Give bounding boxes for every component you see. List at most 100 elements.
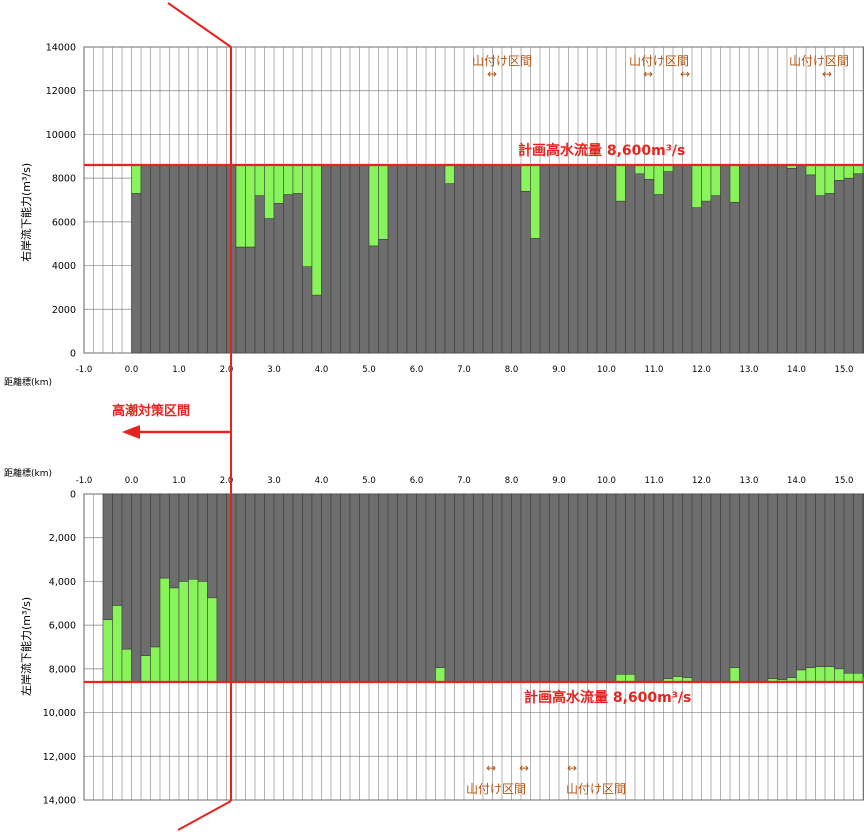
top-x-axis-title: 距離標(km): [4, 378, 53, 388]
x-tick-label: 2.0: [220, 476, 234, 486]
capacity-bar: [444, 493, 455, 683]
y-tick-label: 4,000: [49, 577, 76, 588]
y-tick-label: 0: [70, 490, 76, 501]
capacity-bar: [625, 164, 636, 354]
shortfall-bar: [292, 164, 303, 194]
x-tick-label: 15.0: [835, 476, 854, 486]
capacity-bar: [273, 493, 284, 683]
top-chart-right-bank: 0 2000 4000 6000 8000 10000 12000 14000 -1.0 0.0 1…: [46, 43, 864, 375]
capacity-bar: [302, 266, 313, 354]
capacity-bar: [568, 164, 579, 354]
capacity-bar: [606, 164, 617, 354]
capacity-bar: [454, 493, 465, 683]
capacity-bar: [758, 164, 769, 354]
bottom-x-axis-title: 距離標(km): [4, 469, 53, 479]
capacity-bar: [748, 164, 759, 354]
bottom-chart-left-bank: 0 2,000 4,000 6,000 8,000 10,000 12,000 14,000 -…: [43, 476, 864, 807]
capacity-bar: [520, 493, 531, 683]
capacity-bar: [758, 493, 769, 683]
capacity-bar: [710, 195, 721, 354]
capacity-bar: [254, 493, 265, 683]
shortfall-bar: [834, 164, 845, 181]
shortfall-bar: [615, 164, 626, 202]
capacity-bar: [463, 164, 474, 354]
x-tick-label: 13.0: [740, 476, 759, 486]
x-tick-label: 5.0: [362, 365, 376, 375]
shortfall-bar: [378, 164, 389, 240]
x-tick-label: 9.0: [552, 365, 566, 375]
capacity-bar: [834, 180, 845, 354]
capacity-bar: [520, 191, 531, 354]
capacity-bar: [131, 193, 142, 354]
capacity-bar: [777, 493, 788, 681]
capacity-bar: [359, 493, 370, 683]
yamazuke-label-1: 山付け区間: [472, 54, 533, 68]
capacity-bar: [558, 493, 569, 683]
shortfall-bar: [729, 164, 740, 203]
shortfall-bar: [102, 619, 113, 683]
yamazuke-arrow-7: ↔: [567, 761, 578, 775]
shortfall-bar: [710, 164, 721, 196]
capacity-bar: [159, 493, 170, 579]
x-tick-label: 1.0: [172, 476, 186, 486]
x-tick-label: 11.0: [645, 365, 664, 375]
overlay-annotations: [122, 2, 232, 831]
x-tick-label: 3.0: [267, 365, 281, 375]
shortfall-bar: [625, 674, 636, 683]
x-tick-label: 0.0: [125, 365, 139, 375]
x-tick-label: 7.0: [457, 365, 471, 375]
shortfall-bar: [444, 164, 455, 184]
capacity-bar: [824, 493, 835, 667]
capacity-bar: [254, 195, 265, 354]
capacity-bar: [178, 164, 189, 354]
capacity-bar: [216, 164, 227, 354]
capacity-bar: [216, 493, 227, 683]
capacity-bar: [815, 493, 826, 667]
capacity-bar: [663, 493, 674, 679]
capacity-bar: [615, 200, 626, 354]
capacity-bar: [615, 493, 626, 675]
y-tick-label: 2000: [52, 305, 76, 316]
boundary-slant-bottom: [177, 800, 232, 831]
capacity-bar: [330, 164, 341, 354]
shortfall-bar: [805, 164, 816, 176]
x-tick-label: 14.0: [787, 365, 806, 375]
capacity-bar: [368, 493, 379, 683]
x-tick-label: 5.0: [362, 476, 376, 486]
capacity-bar: [150, 164, 161, 354]
capacity-bar: [853, 493, 864, 674]
shortfall-bar: [302, 164, 313, 267]
shortfall-bar: [615, 674, 626, 683]
capacity-bar: [691, 207, 702, 354]
y-tick-label: 8000: [52, 174, 76, 185]
yamazuke-arrow-1: ↔: [487, 67, 498, 81]
section-arrow-head: [122, 425, 140, 439]
capacity-bar: [653, 493, 664, 683]
capacity-bar: [235, 246, 246, 354]
capacity-bar: [387, 493, 398, 683]
capacity-bar: [235, 493, 246, 683]
capacity-bar: [796, 493, 807, 671]
capacity-bar: [767, 164, 778, 354]
capacity-bar: [159, 164, 170, 354]
shortfall-bar: [150, 646, 161, 683]
shortfall-bar: [853, 672, 864, 683]
capacity-bar: [102, 493, 113, 620]
bottom-y-axis-title: 左岸流下能力(m³/s): [20, 596, 33, 696]
shortfall-bar: [121, 648, 132, 683]
capacity-bar: [188, 493, 199, 580]
capacity-bar: [321, 164, 332, 354]
capacity-bar: [710, 493, 721, 683]
storm-surge-section-label: 高潮対策区間: [112, 404, 191, 419]
capacity-bar: [587, 164, 598, 354]
capacity-bar: [501, 164, 512, 354]
capacity-bar: [368, 245, 379, 354]
capacity-bar: [682, 493, 693, 678]
shortfall-bar: [701, 164, 712, 202]
shortfall-bar: [197, 581, 208, 683]
capacity-bar: [834, 493, 845, 670]
capacity-bar: [121, 493, 132, 650]
capacity-bar: [815, 195, 826, 354]
x-tick-label: 12.0: [692, 365, 711, 375]
